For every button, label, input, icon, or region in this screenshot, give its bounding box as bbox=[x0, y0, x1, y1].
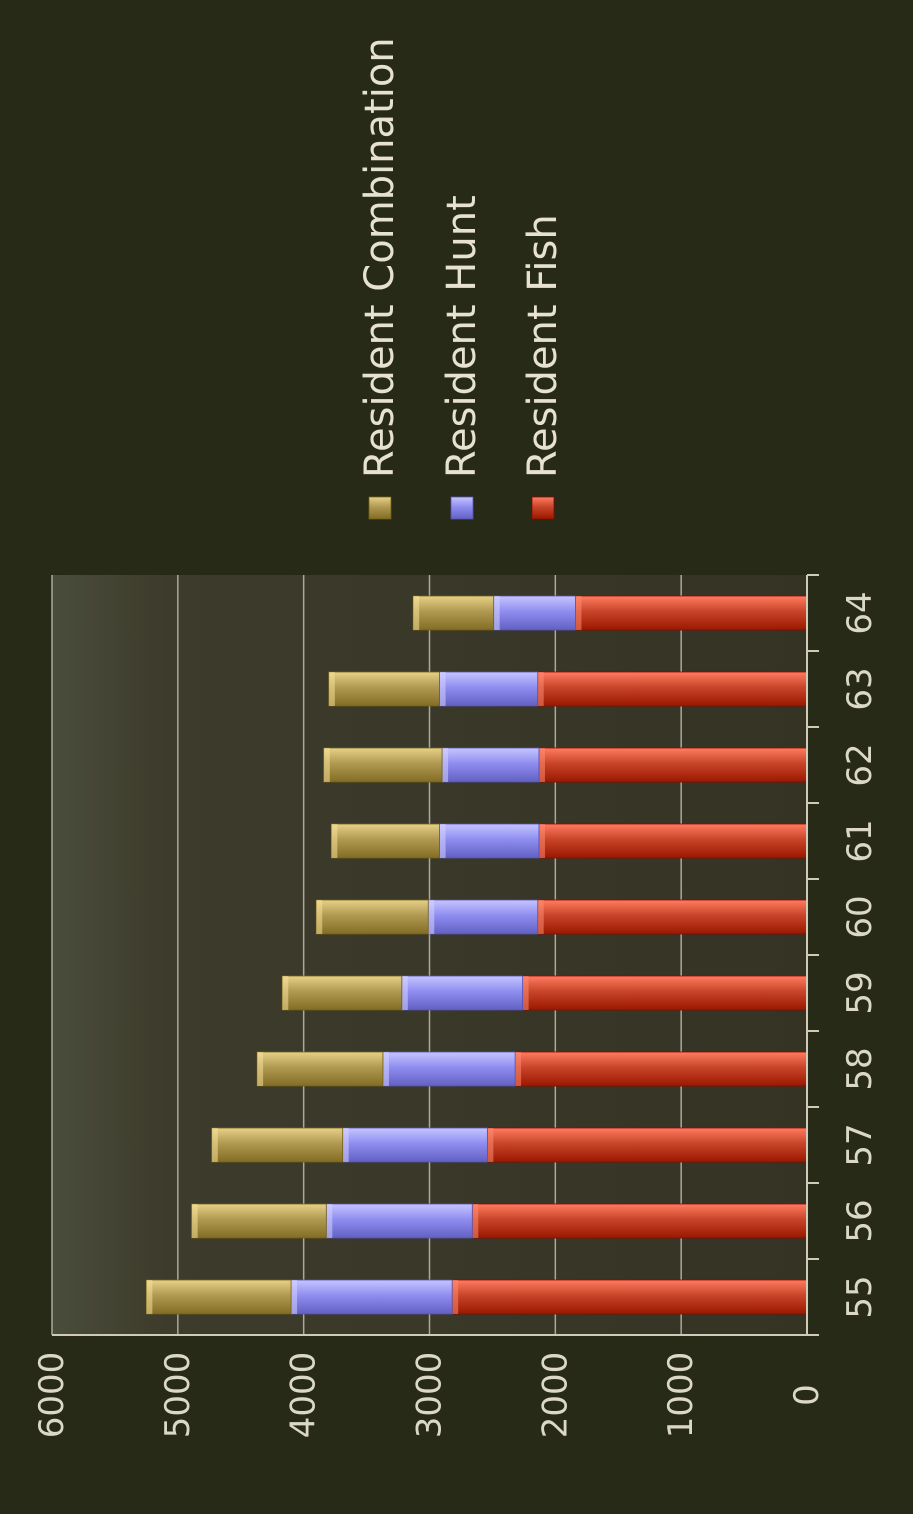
legend-swatch bbox=[368, 496, 392, 520]
bar-segment-resident-hunt-55 bbox=[290, 1279, 453, 1315]
bar-segment-resident-hunt-60 bbox=[427, 899, 539, 935]
bar-segment-cap bbox=[538, 824, 545, 858]
value-tick-label: 1000 bbox=[661, 1352, 701, 1439]
value-tick-label: 4000 bbox=[284, 1352, 324, 1439]
category-tick-label: 56 bbox=[840, 1199, 880, 1242]
bar-segment-cap bbox=[537, 672, 544, 706]
bar-segment-resident-combination-63 bbox=[328, 671, 440, 707]
bar-segment-cap bbox=[342, 1128, 349, 1162]
bar-segment-cap bbox=[472, 1204, 479, 1238]
bar-segment-resident-combination-58 bbox=[256, 1051, 384, 1087]
bar-segment-cap bbox=[428, 900, 435, 934]
bar-segment-resident-hunt-63 bbox=[439, 671, 539, 707]
bar-segment-cap bbox=[323, 748, 330, 782]
bar-segment-resident-fish-59 bbox=[522, 975, 808, 1011]
bar-segment-cap bbox=[146, 1280, 153, 1314]
bar-segment-resident-combination-56 bbox=[191, 1203, 327, 1239]
legend-item-resident-combination: Resident Combination bbox=[357, 37, 403, 520]
bar-segment-resident-fish-57 bbox=[486, 1127, 808, 1163]
bar-segment-resident-fish-55 bbox=[451, 1279, 808, 1315]
bar-segment-resident-fish-64 bbox=[575, 595, 808, 631]
category-tick-label: 55 bbox=[840, 1275, 880, 1318]
category-tick-label: 62 bbox=[840, 743, 880, 786]
bar-segment-resident-combination-61 bbox=[330, 823, 440, 859]
value-tick-label: 6000 bbox=[32, 1352, 72, 1439]
bar-segment-cap bbox=[282, 976, 289, 1010]
bar-segment-resident-fish-61 bbox=[538, 823, 808, 859]
bar-segment-cap bbox=[413, 596, 420, 630]
bar-segment-resident-fish-63 bbox=[537, 671, 808, 707]
value-tick-label: 0 bbox=[787, 1384, 827, 1406]
bar-segment-cap bbox=[439, 672, 446, 706]
value-tick-label: 3000 bbox=[410, 1352, 450, 1439]
legend-label: Resident Combination bbox=[357, 37, 403, 478]
bar-segment-resident-hunt-64 bbox=[493, 595, 576, 631]
legend-swatch bbox=[450, 496, 474, 520]
bar-segment-resident-hunt-61 bbox=[439, 823, 540, 859]
bar-segment-cap bbox=[401, 976, 408, 1010]
bar-segment-cap bbox=[382, 1052, 389, 1086]
bar-segment-cap bbox=[493, 596, 500, 630]
legend: Resident Combination Resident Hunt Residen… bbox=[357, 37, 566, 520]
bar-segment-resident-combination-62 bbox=[323, 747, 443, 783]
value-tick-label: 2000 bbox=[535, 1352, 575, 1439]
bar-segment-cap bbox=[191, 1204, 198, 1238]
bar-segment-cap bbox=[515, 1052, 522, 1086]
bar-segment-cap bbox=[328, 672, 335, 706]
bar-segment-resident-combination-60 bbox=[315, 899, 429, 935]
bar-segment-resident-fish-56 bbox=[471, 1203, 808, 1239]
bar-segment-cap bbox=[291, 1280, 298, 1314]
bar-segment-resident-fish-60 bbox=[537, 899, 808, 935]
bar-segment-cap bbox=[487, 1128, 494, 1162]
bar-segment-cap bbox=[537, 900, 544, 934]
bar-segment-cap bbox=[257, 1052, 264, 1086]
legend-swatch bbox=[531, 496, 555, 520]
bar-segment-cap bbox=[442, 748, 449, 782]
bar-segment-resident-hunt-62 bbox=[441, 747, 540, 783]
category-tick-label: 58 bbox=[840, 1047, 880, 1090]
category-tick-label: 64 bbox=[840, 591, 880, 634]
bar-segment-cap bbox=[316, 900, 323, 934]
bar-segment-cap bbox=[538, 748, 545, 782]
category-tick-label: 60 bbox=[840, 895, 880, 938]
category-tick-label: 59 bbox=[840, 971, 880, 1014]
bar-segment-resident-hunt-58 bbox=[382, 1051, 516, 1087]
legend-label: Resident Hunt bbox=[439, 195, 485, 478]
legend-label: Resident Fish bbox=[520, 214, 566, 478]
bar-segment-cap bbox=[439, 824, 446, 858]
bar-segment-cap bbox=[331, 824, 338, 858]
bar-segment-resident-combination-55 bbox=[145, 1279, 292, 1315]
bars bbox=[145, 595, 808, 1315]
bar-segment-cap bbox=[522, 976, 529, 1010]
legend-item-resident-hunt: Resident Hunt bbox=[439, 195, 485, 520]
bar-segment-cap bbox=[575, 596, 582, 630]
bar-segment-resident-combination-57 bbox=[211, 1127, 344, 1163]
bar-segment-cap bbox=[211, 1128, 218, 1162]
bar-segment-resident-combination-64 bbox=[412, 595, 495, 631]
category-tick-label: 57 bbox=[840, 1123, 880, 1166]
bar-segment-resident-fish-58 bbox=[514, 1051, 808, 1087]
category-tick-label: 61 bbox=[840, 819, 880, 862]
value-tick-label: 5000 bbox=[158, 1352, 198, 1439]
legend-item-resident-fish: Resident Fish bbox=[520, 214, 566, 520]
bar-segment-resident-hunt-56 bbox=[325, 1203, 473, 1239]
category-tick-label: 63 bbox=[840, 667, 880, 710]
bar-segment-resident-fish-62 bbox=[538, 747, 808, 783]
bar-segment-cap bbox=[326, 1204, 333, 1238]
bar-segment-resident-hunt-57 bbox=[342, 1127, 488, 1163]
bar-segment-resident-hunt-59 bbox=[401, 975, 524, 1011]
axes: 0 1000 2000 3000 4000 5000 6000 55 56 57 58 59 60 61 6… bbox=[32, 574, 880, 1439]
bar-segment-cap bbox=[452, 1280, 459, 1314]
bar-segment-resident-combination-59 bbox=[281, 975, 403, 1011]
